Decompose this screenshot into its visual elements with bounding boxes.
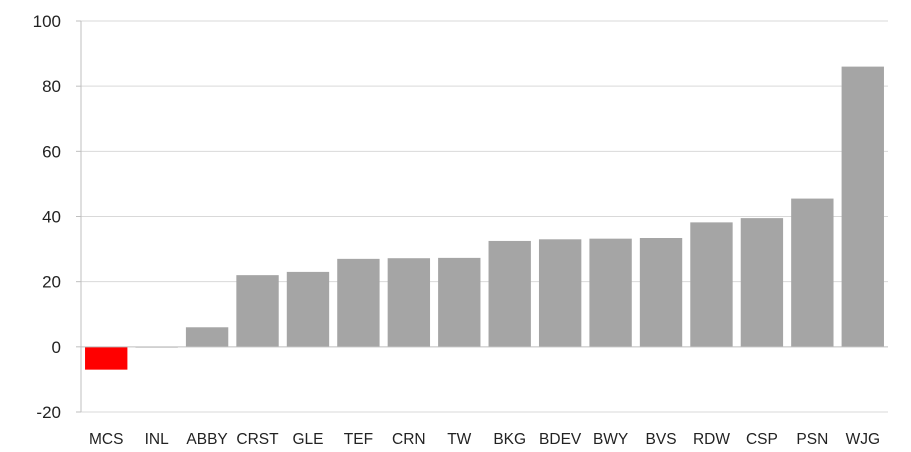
bar-psn bbox=[791, 198, 834, 347]
x-tick-label: MCS bbox=[89, 431, 123, 448]
bar-gle bbox=[286, 271, 330, 347]
x-tick-label: INL bbox=[145, 431, 170, 448]
y-tick-label: -20 bbox=[36, 403, 61, 422]
bar-bwy bbox=[589, 238, 632, 347]
y-tick-label: 60 bbox=[42, 142, 61, 161]
x-tick-label: GLE bbox=[292, 431, 323, 448]
x-tick-label: RDW bbox=[693, 431, 730, 448]
bar-csp bbox=[740, 218, 784, 347]
bar-crn bbox=[387, 258, 431, 347]
x-tick-label: TEF bbox=[344, 431, 373, 448]
bar-mcs bbox=[85, 346, 128, 370]
x-tick-label: CRN bbox=[392, 431, 426, 448]
bar-tw bbox=[438, 257, 481, 347]
bar-abby bbox=[185, 327, 229, 347]
x-tick-label: CSP bbox=[746, 431, 778, 448]
x-tick-label: PSN bbox=[796, 431, 828, 448]
x-tick-label: ABBY bbox=[186, 431, 227, 448]
y-tick-label: 100 bbox=[33, 12, 61, 31]
x-tick-label: BKG bbox=[493, 431, 526, 448]
bar-bdev bbox=[538, 239, 582, 347]
x-tick-labels: MCS INL ABBY CRST GLE TEF CRN TW BKG BDEV BWY BVS RD… bbox=[89, 431, 880, 448]
x-tick-label: TW bbox=[447, 431, 471, 448]
gridlines bbox=[81, 20, 888, 413]
y-tick-label: 40 bbox=[42, 208, 61, 227]
axes bbox=[76, 20, 888, 413]
y-tick-label: 0 bbox=[52, 338, 61, 357]
y-tick-label: 80 bbox=[42, 77, 61, 96]
y-tick-label: 20 bbox=[42, 273, 61, 292]
x-tick-label: BVS bbox=[646, 431, 677, 448]
x-tick-label: WJG bbox=[846, 431, 880, 448]
bar-wjg bbox=[841, 66, 884, 347]
x-tick-label: BDEV bbox=[539, 431, 582, 448]
bar-bvs bbox=[639, 238, 683, 347]
bars bbox=[85, 66, 884, 370]
bar-crst bbox=[236, 275, 279, 347]
bar-rdw bbox=[690, 222, 733, 347]
bar-tef bbox=[337, 258, 380, 347]
x-tick-label: CRST bbox=[236, 431, 279, 448]
bar-bkg bbox=[488, 240, 531, 347]
x-tick-label: BWY bbox=[593, 431, 628, 448]
y-tick-labels: -20 0 20 40 60 80 100 bbox=[33, 12, 61, 422]
